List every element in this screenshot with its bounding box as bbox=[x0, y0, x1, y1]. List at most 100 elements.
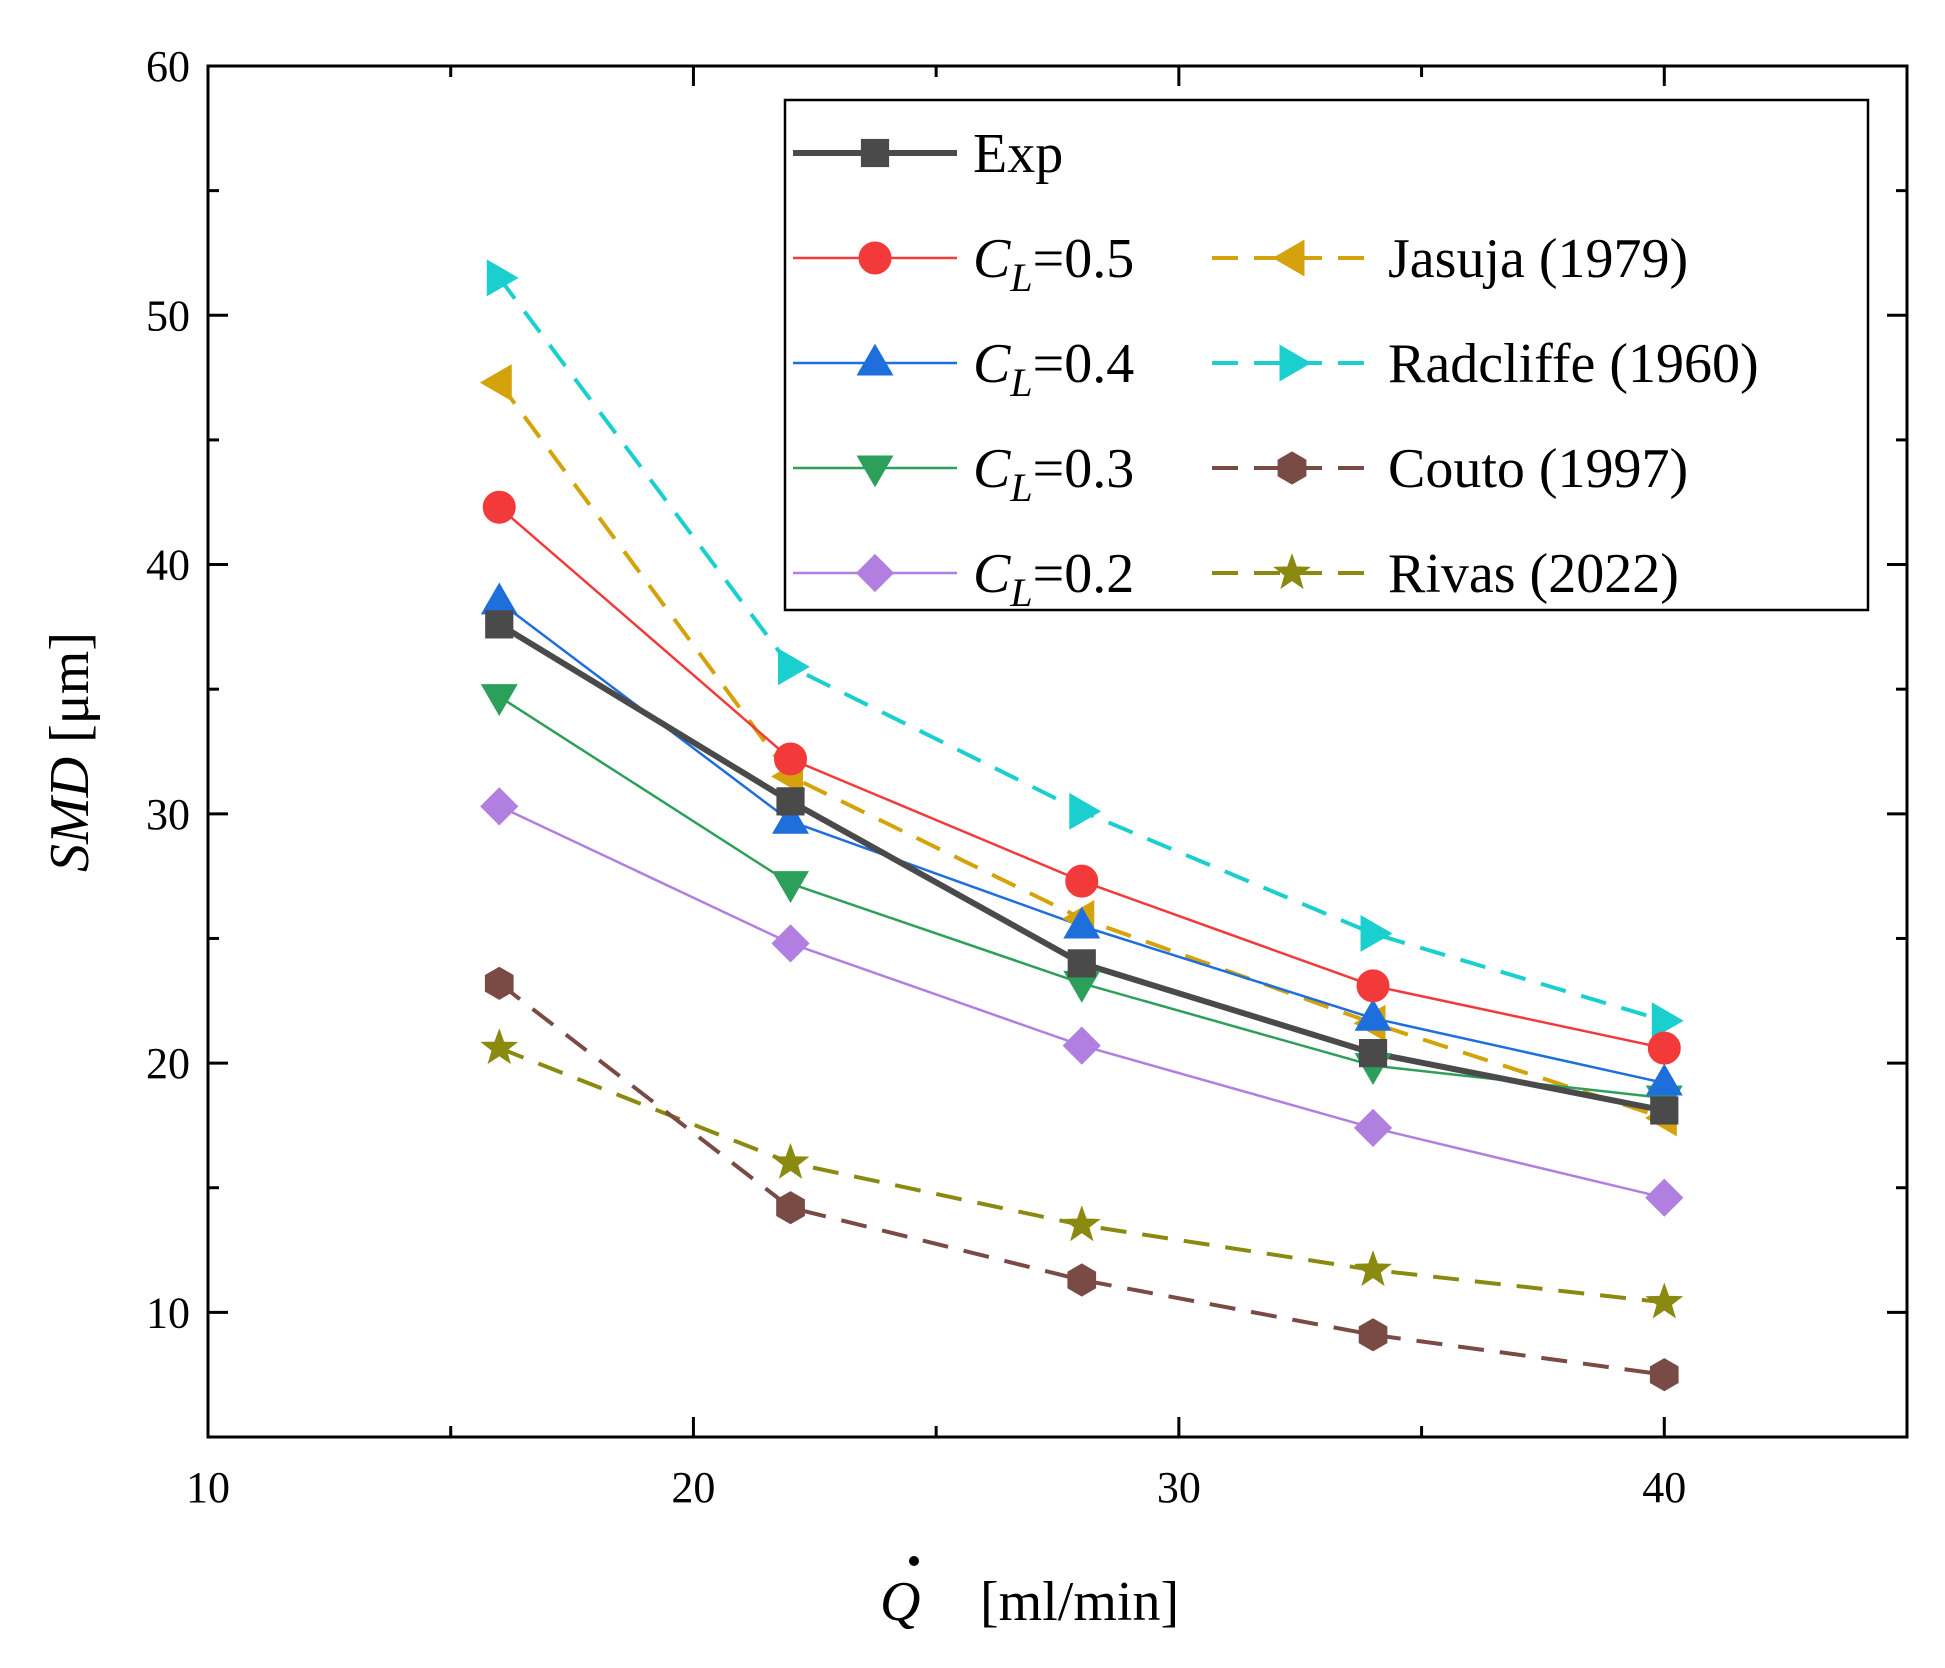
data-point-c-l-0-2 bbox=[1645, 1178, 1684, 1217]
legend-label-subscript: L bbox=[1009, 255, 1032, 300]
series-markers bbox=[479, 259, 1684, 1392]
data-point-c-l-0-4 bbox=[1354, 998, 1392, 1031]
data-point-exp bbox=[1067, 949, 1096, 978]
data-point-exp bbox=[776, 787, 805, 816]
legend-label: Jasuja (1979) bbox=[1388, 228, 1688, 290]
legend-item-radcliffe-1960: Radcliffe (1960) bbox=[1212, 333, 1759, 395]
data-point-c-l-0-4 bbox=[772, 801, 809, 834]
data-point-couto-1997 bbox=[484, 966, 514, 1000]
data-point-c-l-0-4 bbox=[480, 582, 518, 615]
legend-marker bbox=[855, 553, 895, 593]
y-axis-label: SMD [μm] bbox=[39, 632, 101, 872]
legend-marker bbox=[1272, 239, 1305, 277]
legend-box bbox=[783, 98, 1870, 612]
data-point-couto-1997 bbox=[1067, 1263, 1097, 1297]
legend-item-jasuja-1979: Jasuja (1979) bbox=[1212, 228, 1688, 290]
legend-label-symbol: C bbox=[973, 543, 1011, 605]
data-point-radcliffe-1960 bbox=[1360, 915, 1393, 952]
y-tick-label: 30 bbox=[146, 790, 190, 839]
data-point-exp bbox=[1358, 1039, 1388, 1068]
y-axis-unit: [μm] bbox=[39, 632, 101, 743]
legend-label-value: =0.2 bbox=[1033, 543, 1135, 605]
data-point-couto-1997 bbox=[1358, 1318, 1388, 1352]
data-point-radcliffe-1960 bbox=[1651, 1002, 1684, 1040]
data-point-rivas-2022 bbox=[1645, 1282, 1684, 1319]
legend-label: CL=0.2 bbox=[973, 543, 1134, 615]
x-axis-symbol: Q bbox=[880, 1571, 920, 1633]
legend-label-subscript: L bbox=[1009, 465, 1032, 510]
legend-item-couto-1997: Couto (1997) bbox=[1212, 438, 1688, 500]
data-point-rivas-2022 bbox=[1062, 1205, 1101, 1242]
legend-marker bbox=[860, 138, 890, 168]
legend-item-exp: Exp bbox=[793, 123, 1063, 185]
data-point-couto-1997 bbox=[1649, 1358, 1679, 1392]
data-point-c-l-0-3 bbox=[480, 684, 518, 717]
data-point-c-l-0-2 bbox=[480, 787, 519, 826]
data-point-radcliffe-1960 bbox=[486, 259, 519, 297]
y-tick-label: 50 bbox=[146, 291, 190, 340]
data-point-c-l-0-5 bbox=[1356, 969, 1390, 1003]
y-tick-label: 60 bbox=[146, 42, 190, 91]
x-tick-label: 20 bbox=[671, 1463, 715, 1512]
data-point-c-l-0-2 bbox=[1062, 1026, 1101, 1065]
data-point-rivas-2022 bbox=[480, 1028, 519, 1065]
y-tick-label: 20 bbox=[146, 1039, 190, 1088]
data-point-c-l-0-3 bbox=[772, 871, 809, 904]
legend-label-symbol: C bbox=[973, 438, 1011, 500]
legend-marker bbox=[1277, 451, 1307, 485]
series-line-couto-1997 bbox=[498, 981, 1665, 1377]
legend-marker bbox=[856, 343, 894, 376]
data-point-c-l-0-2 bbox=[1353, 1108, 1393, 1148]
legend-marker bbox=[856, 455, 894, 488]
x-tick-labels: 10 20 30 40 bbox=[186, 1463, 1686, 1512]
legend-label-symbol: C bbox=[973, 228, 1011, 290]
legend-label-value: =0.5 bbox=[1033, 228, 1135, 290]
legend-item-c-l-0-3: CL=0.3 bbox=[793, 438, 1134, 510]
legend-label: Exp bbox=[973, 123, 1063, 185]
x-tick-label: 10 bbox=[186, 1463, 230, 1512]
data-point-c-l-0-4 bbox=[1063, 906, 1101, 939]
y-axis-title: SMD [μm] bbox=[39, 632, 101, 872]
legend-label-value: =0.4 bbox=[1033, 333, 1135, 395]
legend-label: CL=0.5 bbox=[973, 228, 1134, 300]
legend-label: CL=0.4 bbox=[973, 333, 1134, 405]
legend-marker bbox=[858, 241, 892, 275]
x-tick-label: 30 bbox=[1157, 1463, 1201, 1512]
legend-marker bbox=[1273, 553, 1311, 590]
plot-frame bbox=[206, 64, 1909, 1439]
legend-marker bbox=[1279, 344, 1312, 382]
data-point-c-l-0-4 bbox=[1645, 1063, 1683, 1096]
data-point-c-l-0-5 bbox=[1065, 864, 1099, 898]
data-point-exp bbox=[485, 610, 514, 639]
data-point-couto-1997 bbox=[776, 1191, 805, 1225]
y-axis-symbol: SMD bbox=[39, 757, 101, 872]
y-tick-label: 40 bbox=[146, 541, 190, 590]
x-tick-label: 40 bbox=[1642, 1463, 1686, 1512]
legend-label-subscript: L bbox=[1009, 570, 1032, 615]
data-point-radcliffe-1960 bbox=[778, 648, 810, 686]
x-axis-unit: [ml/min] bbox=[980, 1571, 1179, 1633]
y-tick-label: 10 bbox=[146, 1288, 190, 1337]
y-axis-unit-spacer bbox=[39, 743, 101, 757]
y-tick-labels: 10 20 30 40 50 60 bbox=[146, 42, 190, 1337]
data-point-c-l-0-5 bbox=[1647, 1031, 1681, 1065]
data-point-exp bbox=[1650, 1096, 1679, 1125]
data-point-rivas-2022 bbox=[1354, 1250, 1392, 1287]
data-point-radcliffe-1960 bbox=[1069, 792, 1102, 830]
legend-label: Radcliffe (1960) bbox=[1388, 333, 1759, 395]
x-axis-title: Q [ml/min] bbox=[880, 1556, 1179, 1633]
data-point-rivas-2022 bbox=[771, 1142, 810, 1179]
legend-label: CL=0.3 bbox=[973, 438, 1134, 510]
x-axis-dot bbox=[909, 1556, 919, 1566]
legend-item-c-l-0-4: CL=0.4 bbox=[793, 333, 1134, 405]
legend-label-symbol: C bbox=[973, 333, 1011, 395]
legend-label-value: =0.3 bbox=[1033, 438, 1135, 500]
legend-label: Couto (1997) bbox=[1388, 438, 1688, 500]
data-point-jasuja-1979 bbox=[479, 364, 512, 402]
data-point-c-l-0-5 bbox=[774, 742, 808, 776]
legend-label: Rivas (2022) bbox=[1388, 543, 1679, 605]
data-point-c-l-0-2 bbox=[771, 924, 810, 963]
legend-label-subscript: L bbox=[1009, 360, 1032, 405]
